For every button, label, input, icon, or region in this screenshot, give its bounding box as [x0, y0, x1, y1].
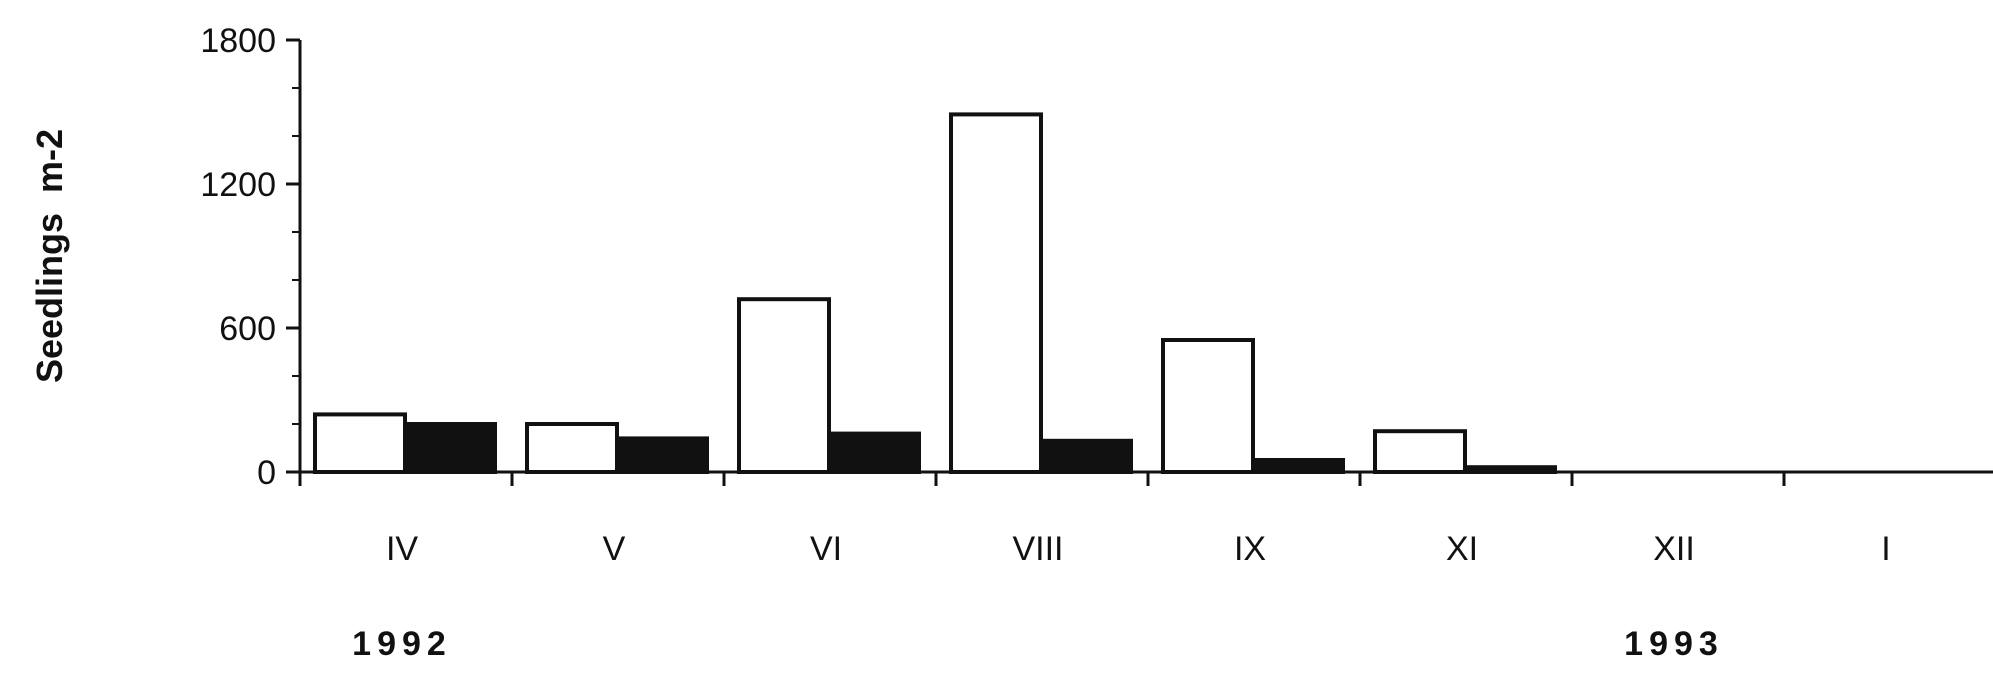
y-tick-label: 1800: [200, 22, 276, 60]
bar: [1039, 438, 1133, 474]
bar: [949, 112, 1043, 475]
x-tick-label: IV: [386, 530, 418, 568]
bar: [403, 422, 497, 474]
bar: [1463, 465, 1557, 475]
x-tick-label: V: [603, 530, 626, 568]
y-tick-label: 1200: [200, 166, 276, 204]
axes: [286, 38, 1993, 486]
x-tick-label: VIII: [1012, 530, 1063, 568]
bar: [827, 431, 921, 475]
x-tick-label: XII: [1653, 530, 1695, 568]
x-tick-label: XI: [1446, 530, 1478, 568]
bar: [1251, 458, 1345, 474]
bar: [1161, 338, 1255, 474]
labels: 0 600 1200 1800 Seedlings m-2 IV V VI VIII IX XI XI…: [29, 22, 1891, 663]
bar: [1373, 429, 1467, 475]
y-axis-label: Seedlings m-2: [29, 129, 70, 383]
y-tick-label: 0: [257, 454, 276, 492]
bar: [615, 436, 709, 474]
bar: [313, 412, 407, 474]
x-tick-label: I: [1881, 530, 1890, 568]
x-tick-label: VI: [810, 530, 842, 568]
bars: [313, 112, 1557, 475]
bar: [737, 297, 831, 475]
x-tick-label: IX: [1234, 530, 1266, 568]
year-label: 1992: [352, 625, 452, 663]
year-label: 1993: [1624, 625, 1724, 663]
bar: [525, 422, 619, 474]
y-tick-label: 600: [219, 310, 276, 348]
